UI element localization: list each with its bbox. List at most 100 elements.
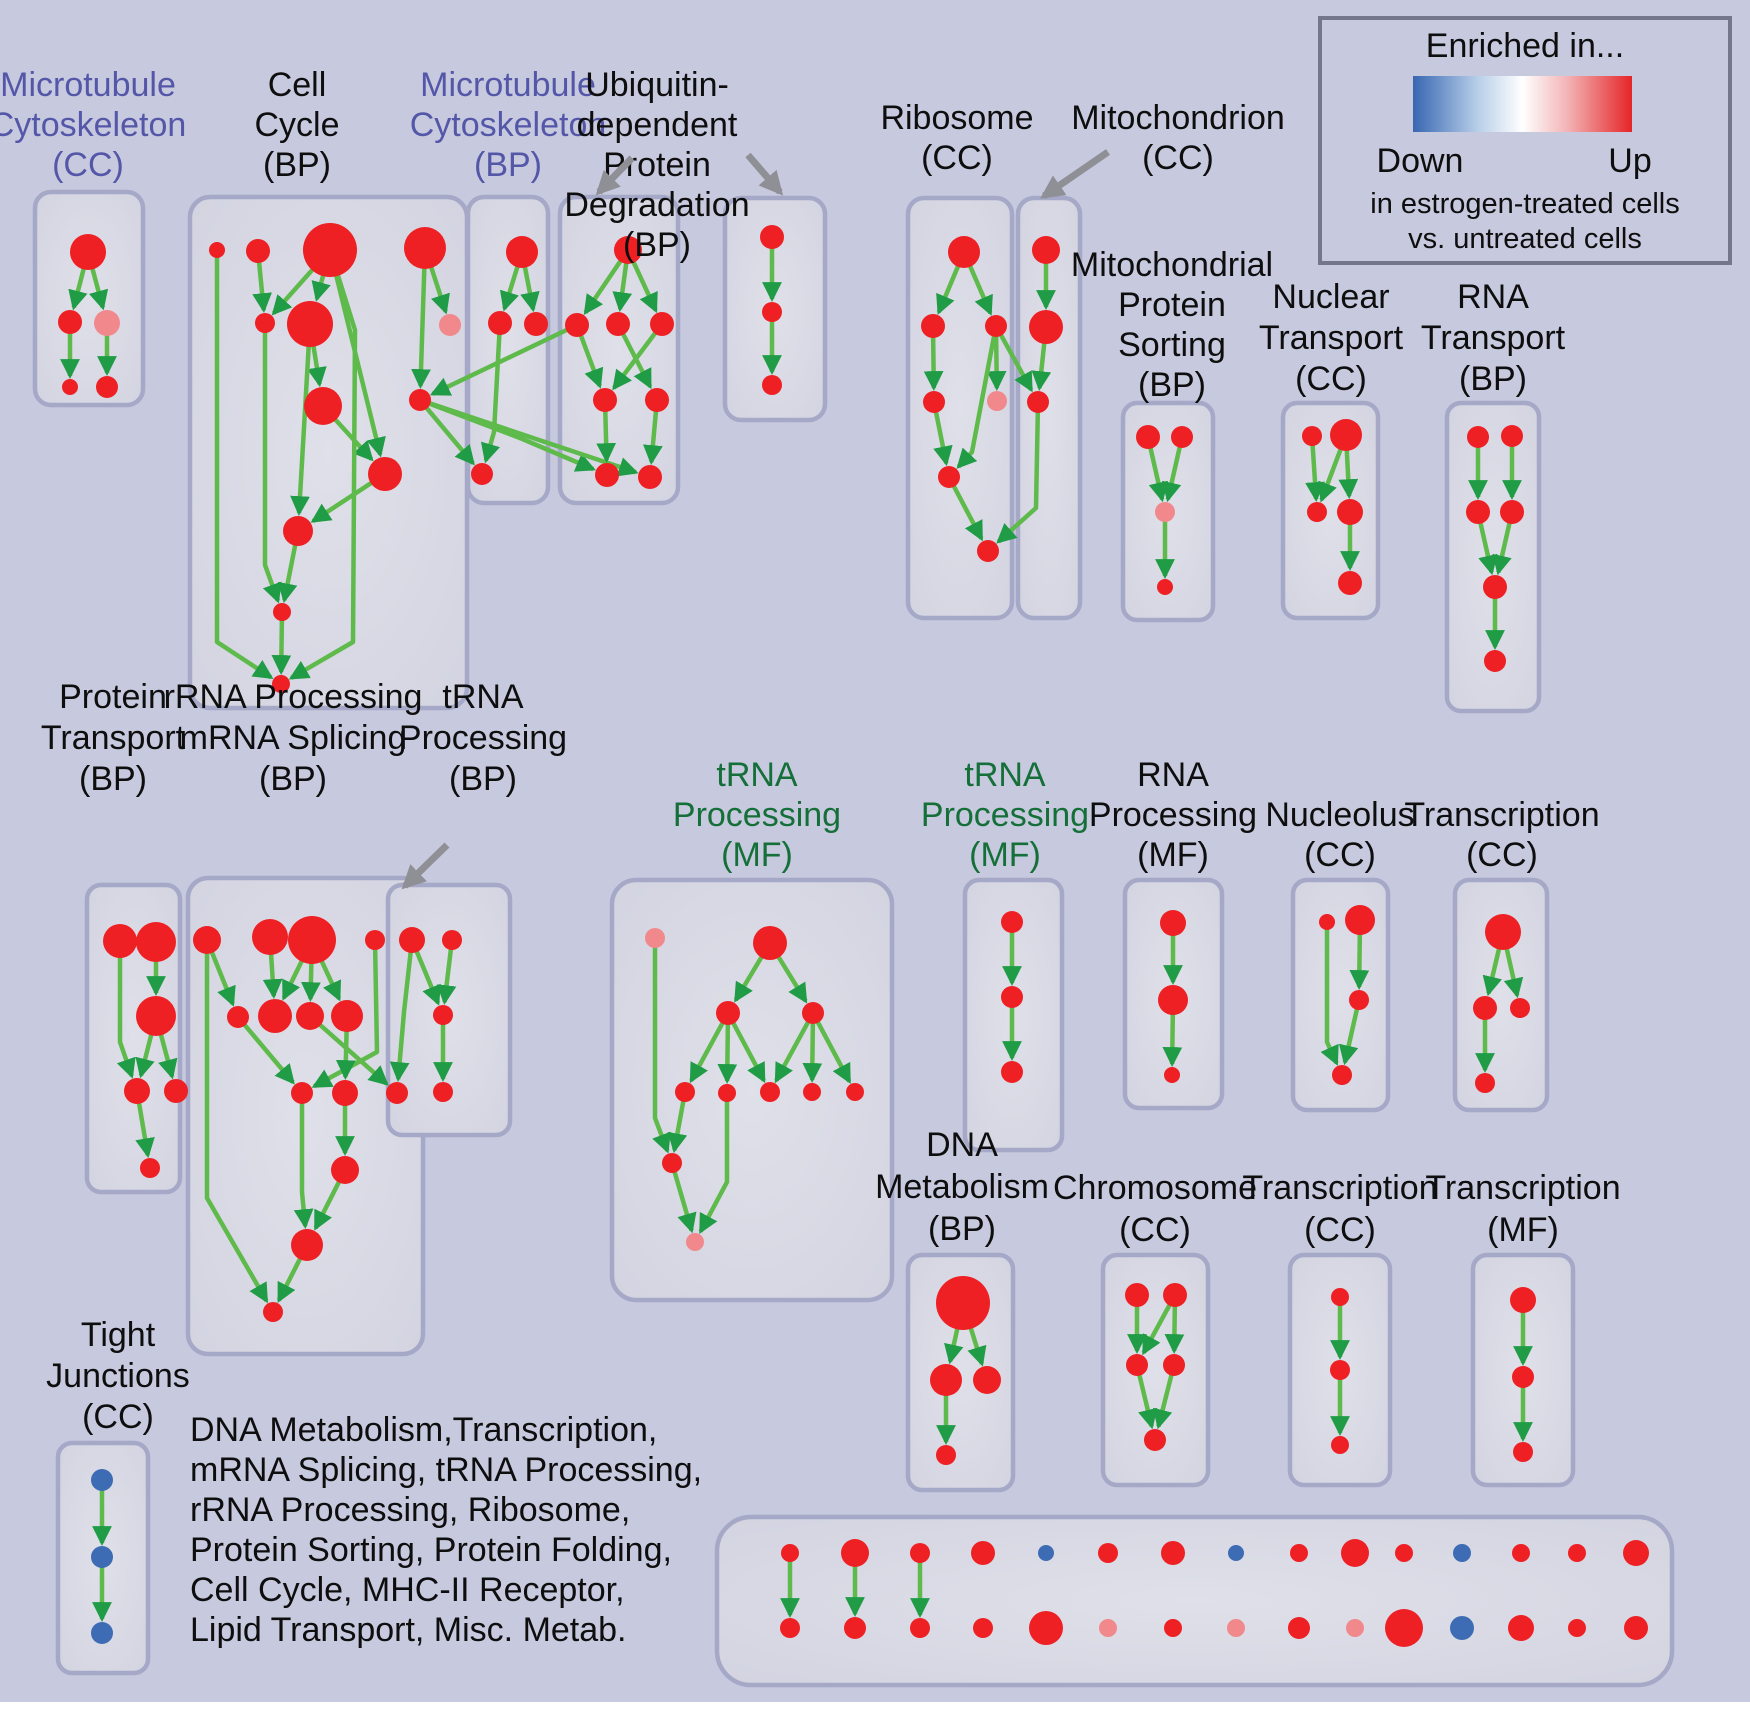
label-chromosome: (CC) [1119, 1211, 1191, 1249]
node-up-red [650, 312, 674, 336]
node-up-red [433, 1082, 453, 1102]
label-nucleolus: Nucleolus [1265, 796, 1414, 834]
node-up-red [977, 540, 999, 562]
node-up-red [209, 242, 225, 258]
node-up-red [760, 225, 784, 249]
node-down-blue [1228, 1545, 1244, 1561]
label-rna-transport: RNA [1457, 278, 1529, 316]
node-up-red [303, 223, 357, 277]
label-mitochondrial-protein-sorting: (BP) [1138, 366, 1206, 404]
cluster-box-microtubule-cytoskeleton-cc [32, 189, 146, 408]
node-up-red [910, 1618, 930, 1638]
label-dna-metabolism: DNA [926, 1126, 998, 1164]
label-microtubule-cytoskeleton-cc: Cytoskeleton [0, 106, 186, 144]
label-nuclear-transport: Transport [1259, 319, 1404, 357]
node-up-red [930, 1364, 962, 1396]
label-mitochondrial-protein-sorting: Protein [1118, 286, 1226, 324]
label-microtubule-cytoskeleton-cc: (CC) [52, 146, 124, 184]
node-mild-pink [439, 314, 461, 336]
edge-arrow [994, 324, 1034, 393]
node-up-red [442, 930, 462, 950]
node-up-red [936, 1276, 990, 1330]
edge-arrow [612, 322, 664, 391]
node-up-red [1307, 502, 1327, 522]
legend-subtitle-line2: vs. untreated cells [1408, 223, 1642, 255]
edge-arrow [418, 398, 475, 466]
node-up-red [258, 999, 292, 1033]
label-trna-processing-mf-2: tRNA [964, 756, 1046, 794]
node-mild-pink [645, 928, 665, 948]
node-mild-pink [686, 1233, 704, 1251]
node-down-blue [91, 1546, 113, 1568]
edge-arrow [236, 1015, 295, 1085]
edge-arrow [1305, 435, 1325, 502]
edge-arrow [411, 247, 431, 389]
pointer-arrow [745, 152, 784, 196]
label-cell-cycle: (BP) [263, 146, 331, 184]
label-transcription-cc-1: (CC) [1466, 836, 1538, 874]
edge-arrow [293, 1093, 314, 1230]
node-down-blue [91, 1469, 113, 1491]
node-up-red [1163, 1354, 1185, 1376]
node-up-red [844, 1617, 866, 1639]
edge-arrow [669, 1162, 697, 1234]
node-up-red [103, 924, 137, 958]
node-up-red [272, 675, 290, 693]
node-up-red [1029, 310, 1063, 344]
node-up-red [762, 302, 782, 322]
label-tight-junctions: Tight [81, 1316, 156, 1354]
edge-arrow [802, 1012, 823, 1083]
label-cell-cycle: Cell [268, 66, 327, 104]
node-up-red [164, 1079, 188, 1103]
edge-arrow [652, 938, 671, 1154]
node-up-red [1510, 998, 1530, 1018]
node-up-red [399, 927, 425, 953]
node-up-red [1001, 986, 1023, 1008]
label-dna-metabolism: (BP) [928, 1210, 996, 1248]
node-up-red [365, 930, 385, 950]
node-up-red [1330, 1360, 1350, 1380]
node-up-red [781, 1544, 799, 1562]
label-nuclear-transport: Nuclear [1272, 278, 1389, 316]
node-up-red [565, 313, 589, 337]
label-transcription-mf: Transcription [1425, 1169, 1620, 1207]
node-up-red [595, 463, 619, 487]
node-up-red [124, 1078, 150, 1104]
node-up-red [136, 922, 176, 962]
label-rrna-processing: (BP) [259, 760, 327, 798]
node-up-red [1158, 985, 1188, 1015]
node-up-red [140, 1158, 160, 1178]
edge-arrow [956, 325, 999, 469]
node-up-red [606, 312, 630, 336]
label-microtubule-cytoskeleton-bp: Cytoskeleton [410, 106, 607, 144]
node-up-red [938, 466, 960, 488]
node-up-red [255, 313, 275, 333]
edge-arrow [214, 250, 274, 680]
label-ubiquitin-degradation: dependent [577, 106, 738, 144]
node-up-red [910, 1543, 930, 1563]
node-up-red [1483, 575, 1507, 599]
node-up-red [386, 1082, 408, 1104]
label-trna-processing-mf-2: (MF) [969, 836, 1041, 874]
cluster-box-chromosome [1100, 1252, 1211, 1488]
node-up-red [1485, 914, 1521, 950]
label-trna-processing-bp: tRNA [442, 678, 524, 716]
node-up-red [1157, 579, 1173, 595]
label-mitochondrion: Mitochondrion [1071, 99, 1285, 137]
node-up-red [58, 310, 82, 334]
node-up-red [193, 926, 221, 954]
note-text-line: Cell Cycle, MHC-II Receptor, [190, 1571, 625, 1609]
node-up-red [1385, 1609, 1423, 1647]
edge-arrow [811, 1011, 852, 1085]
node-up-red [1395, 1544, 1413, 1562]
node-mild-pink [94, 310, 120, 336]
pointer-arrow [401, 842, 450, 890]
node-mild-pink [1227, 1619, 1245, 1637]
note-text-line: rRNA Processing, Ribosome, [190, 1491, 630, 1529]
node-down-blue [1038, 1545, 1054, 1561]
node-up-red [973, 1366, 1001, 1394]
node-up-red [1319, 914, 1335, 930]
pointer-arrow [595, 155, 635, 196]
label-cell-cycle: Cycle [254, 106, 339, 144]
label-trna-processing-mf-2: Processing [921, 796, 1089, 834]
